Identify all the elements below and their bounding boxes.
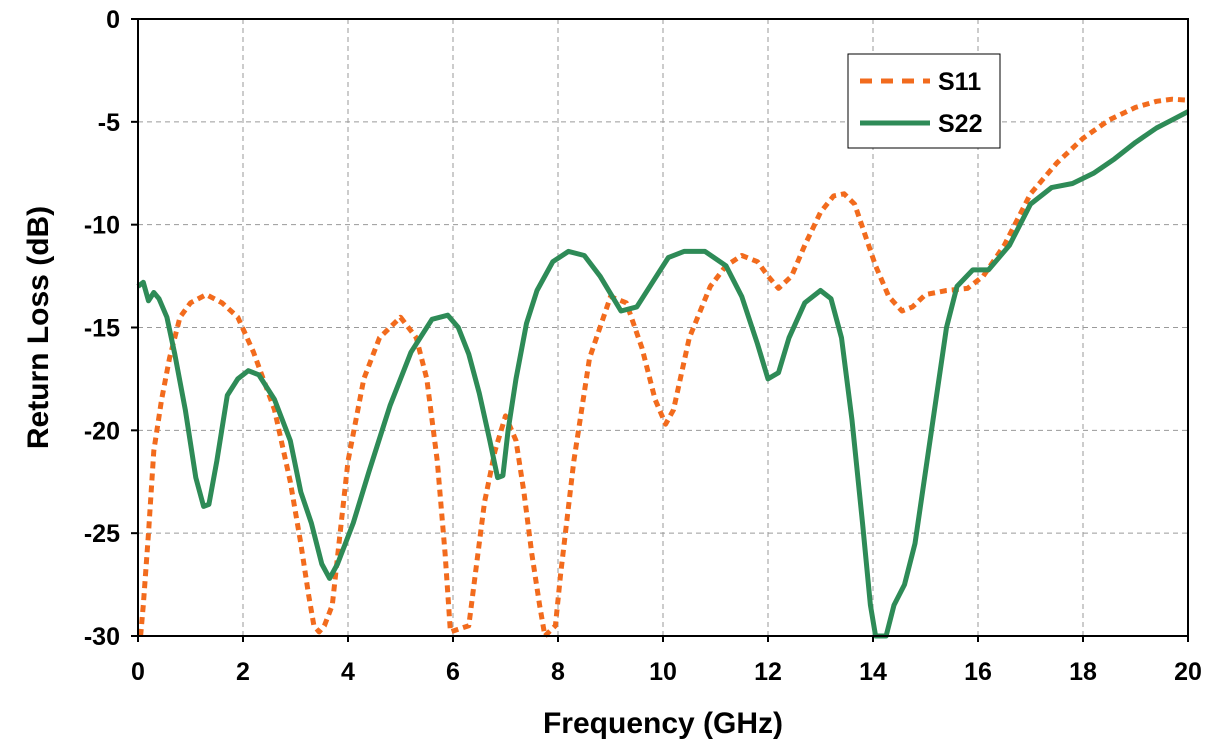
x-axis-title: Frequency (GHz) [543,707,783,740]
y-tick-label: -15 [84,315,120,343]
x-tick-label: 4 [341,658,355,686]
legend: S11 S22 [847,53,1001,149]
y-tick-label: -30 [84,623,120,651]
x-tick-label: 18 [1069,658,1097,686]
y-axis-title: Return Loss (dB) [22,206,55,449]
ticks: 0 2 4 6 8 10 12 14 16 18 20 0 -5 -10 -15 -20 -25 -30 [84,6,1202,686]
y-tick-label: -25 [84,520,120,548]
y-tick-label: -10 [84,212,120,240]
series-line-s22 [136,109,1190,639]
x-tick-label: 10 [649,658,677,686]
x-tick-label: 12 [754,658,782,686]
series-layer [136,96,1190,639]
x-tick-label: 20 [1174,658,1202,686]
legend-label-s11: S11 [938,68,981,96]
x-tick-label: 2 [236,658,250,686]
legend-box [847,53,1001,149]
grid [138,19,1188,636]
x-tick-label: 16 [964,658,992,686]
x-tick-label: 0 [131,658,145,686]
series-line-s11 [138,96,1189,639]
x-tick-label: 8 [551,658,565,686]
y-tick-label: 0 [106,6,120,34]
y-tick-label: -20 [84,417,120,445]
x-tick-label: 6 [446,658,460,686]
legend-label-s22: S22 [938,110,982,138]
y-tick-label: -5 [98,109,120,137]
x-tick-label: 14 [859,658,887,686]
